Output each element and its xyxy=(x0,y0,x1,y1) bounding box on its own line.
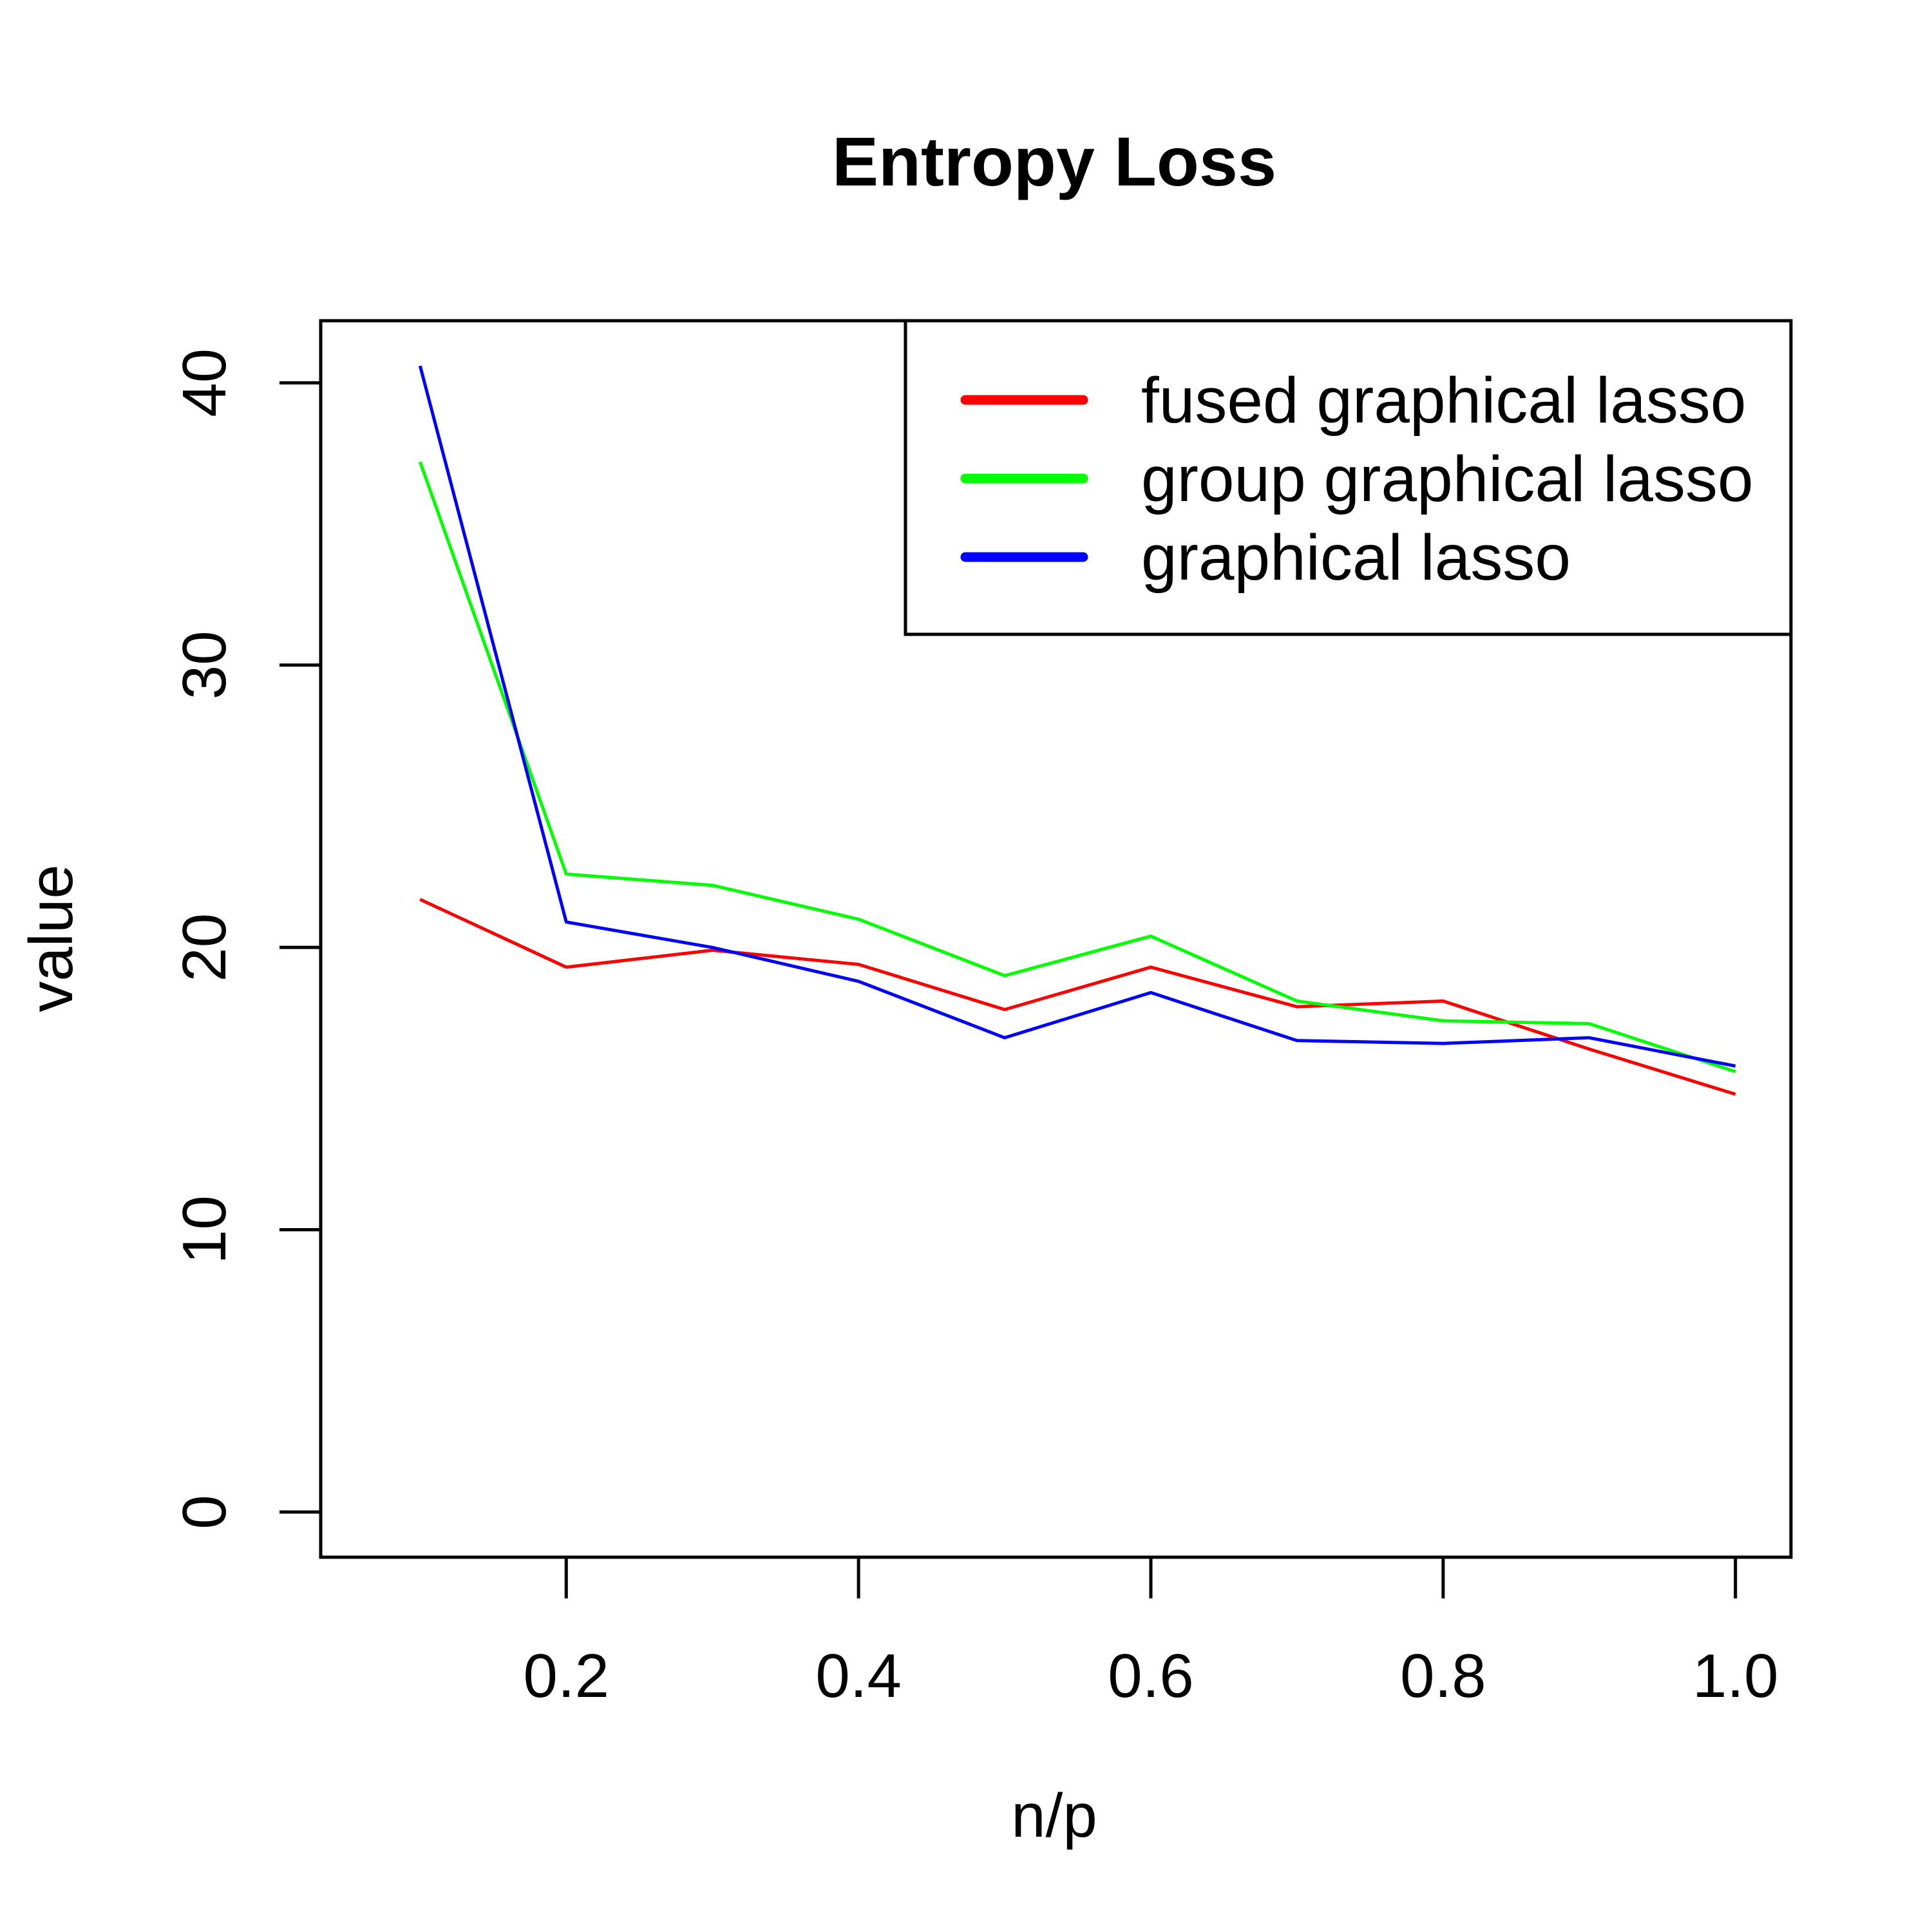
y-tick-label-3: 30 xyxy=(170,630,239,699)
legend-label-0: fused graphical lasso xyxy=(1141,365,1746,437)
x-tick-label-4: 1.0 xyxy=(1692,1642,1778,1710)
y-tick-label-4: 40 xyxy=(170,348,239,417)
x-tick-label-1: 0.4 xyxy=(815,1642,901,1710)
y-tick-label-1: 10 xyxy=(170,1195,239,1264)
plot-area xyxy=(418,365,1736,1096)
y-axis: 0 10 20 30 40 xyxy=(170,348,321,1530)
y-tick-label-0: 0 xyxy=(170,1495,239,1529)
series-line-2 xyxy=(418,365,1736,1068)
legend-label-2: graphical lasso xyxy=(1141,522,1571,594)
x-axis: 0.2 0.4 0.6 0.8 1.0 xyxy=(524,1557,1778,1710)
x-axis-label: n/p xyxy=(1011,1781,1097,1850)
chart-title: Entropy Loss xyxy=(832,122,1276,200)
legend-label-1: group graphical lasso xyxy=(1141,443,1754,515)
x-tick-label-0: 0.2 xyxy=(524,1642,609,1710)
series-line-0 xyxy=(419,898,1736,1096)
y-tick-label-2: 20 xyxy=(170,913,239,982)
series-line-1 xyxy=(418,461,1736,1074)
y-axis-label: value xyxy=(17,864,86,1012)
x-tick-label-2: 0.6 xyxy=(1108,1642,1193,1710)
x-tick-label-3: 0.8 xyxy=(1400,1642,1486,1710)
